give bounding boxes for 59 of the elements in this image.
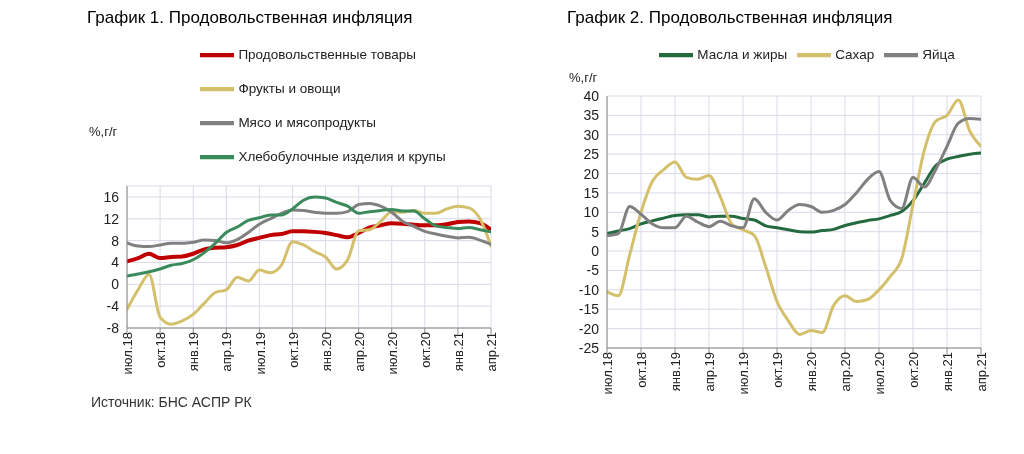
- y-tick-label: -4: [106, 298, 120, 315]
- x-tick-label: янв.20: [804, 352, 820, 392]
- x-tick-label: апр.20: [838, 352, 854, 392]
- x-tick-label: апр.21: [484, 332, 500, 372]
- y-tick-label: 0: [111, 276, 120, 293]
- x-tick-label: июл.18: [600, 352, 616, 395]
- y-tick-label: 4: [111, 254, 120, 271]
- y-tick-label: 12: [103, 210, 120, 227]
- legend-label: Сахар: [835, 46, 875, 62]
- chart-title: График 1. Продовольственная инфляция: [87, 8, 414, 29]
- y-tick-label: 16: [103, 188, 120, 205]
- x-tick-label: июл.19: [252, 332, 268, 375]
- y-tick-label: 5: [591, 223, 600, 240]
- legend-label: Мясо и мясопродукты: [238, 114, 376, 130]
- legend-label: Яйца: [922, 46, 955, 62]
- line-series: [607, 151, 981, 236]
- x-tick-label: окт.19: [770, 352, 786, 388]
- chart-title: График 2. Продовольственная инфляция: [567, 8, 894, 29]
- y-tick-label: -15: [578, 301, 600, 318]
- x-tick-label: июл.19: [736, 352, 752, 395]
- y-tick-label: 35: [583, 107, 600, 124]
- x-tick-label: окт.18: [153, 332, 169, 368]
- x-tick-label: янв.19: [186, 332, 202, 372]
- y-axis-title: %,г/г: [89, 124, 118, 139]
- y-tick-label: 10: [583, 204, 600, 221]
- legend-label: Масла и жиры: [697, 46, 788, 62]
- x-tick-label: июл.18: [120, 332, 136, 375]
- x-tick-label: окт.19: [285, 332, 301, 368]
- y-tick-label: 30: [583, 126, 600, 143]
- y-tick-label: 20: [583, 165, 600, 182]
- x-tick-label: окт.20: [418, 332, 434, 368]
- y-tick-label: 25: [583, 146, 600, 163]
- x-tick-label: янв.21: [451, 332, 467, 372]
- y-tick-label: -20: [578, 320, 600, 337]
- x-tick-label: окт.18: [634, 352, 650, 388]
- x-tick-label: апр.20: [351, 332, 367, 372]
- legend-label: Хлебобулочные изделия и крупы: [238, 148, 446, 164]
- x-tick-label: окт.20: [906, 352, 922, 388]
- x-tick-label: янв.19: [668, 352, 684, 392]
- y-tick-label: -5: [586, 262, 600, 279]
- x-tick-label: янв.20: [318, 332, 334, 372]
- text: Источник: БНС АСПР РК: [91, 394, 253, 410]
- x-tick-label: апр.21: [974, 352, 990, 392]
- x-tick-label: апр.19: [702, 352, 718, 392]
- y-tick-label: -10: [578, 281, 600, 298]
- x-tick-label: июл.20: [384, 332, 400, 375]
- y-tick-label: 8: [111, 232, 120, 249]
- line-series: [127, 195, 491, 278]
- y-tick-label: -8: [106, 319, 120, 336]
- y-tick-label: 15: [583, 184, 600, 201]
- y-tick-label: 40: [583, 87, 600, 104]
- x-tick-label: июл.20: [872, 352, 888, 395]
- x-tick-label: янв.21: [940, 352, 956, 392]
- legend-label: Продовольственные товары: [238, 46, 416, 62]
- y-axis-title: %,г/г: [569, 70, 598, 85]
- y-tick-label: 0: [591, 243, 600, 260]
- x-tick-label: апр.19: [219, 332, 235, 372]
- legend-label: Фрукты и овощи: [238, 80, 341, 96]
- y-tick-label: -25: [578, 339, 600, 356]
